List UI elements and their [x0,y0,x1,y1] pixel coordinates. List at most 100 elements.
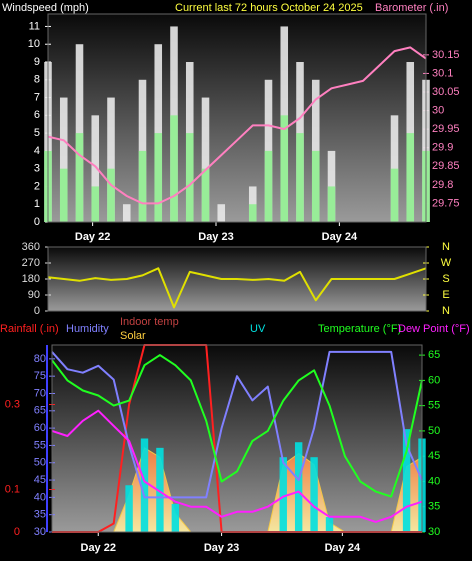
x-tick-label: Day 22 [75,231,110,243]
x-tick-label: Day 22 [81,542,116,554]
y-tick-label: 0.1 [5,483,20,495]
y2-tick-label: 30.15 [432,49,460,61]
bar [406,133,415,222]
y2-tick-label: S [442,273,449,285]
legend-entry: Temperature (°F) [318,323,401,335]
wind-label: Windspeed (mph) [2,2,89,14]
bar [156,447,164,532]
y-tick-label: 9 [34,56,40,68]
y3-tick-label: 75 [34,370,46,382]
x-tick-label: Day 23 [204,542,239,554]
y-tick-label: 5 [34,127,40,139]
y-tick-label: 8 [34,74,40,86]
y3-tick-label: 60 [34,422,46,434]
y2-tick-label: N [442,305,450,317]
bar [201,168,210,222]
legend-entry: Dew Point (°F) [398,323,470,335]
bar [154,133,163,222]
y2-tick-label: 29.8 [432,179,453,191]
y2-tick-label: 30.05 [432,86,460,98]
y-tick-label: 1 [34,198,40,210]
bar [310,457,318,532]
y2-tick-label: 50 [428,425,440,437]
y-tick-label: 6 [34,109,40,121]
y3-tick-label: 70 [34,387,46,399]
y-tick-label: 11 [29,20,40,32]
y3-tick-label: 35 [34,509,46,521]
y2-tick-label: N [442,241,450,253]
y2-tick-label: 60 [428,374,440,386]
bar [171,503,180,532]
y2-tick-label: 65 [428,349,440,361]
plot-frame [51,344,423,533]
plot-frame [47,13,427,223]
y3-tick-label: 40 [34,491,46,503]
legend-entry: Humidity [66,323,109,335]
y2-tick-label: W [441,257,452,269]
x-tick-label: Day 23 [198,231,233,243]
bar [107,168,115,222]
bar [91,115,100,222]
barometer-label: Barometer (.in) [375,2,448,14]
y3-tick-label: 30 [34,526,46,538]
bar [91,186,100,222]
y2-tick-label: 40 [428,475,440,487]
y3-tick-label: 65 [34,405,46,417]
bar [296,133,304,222]
line [47,267,427,309]
y-tick-label: 10 [28,38,40,50]
bar [185,133,194,222]
bar [294,442,303,532]
bar [140,438,149,532]
y2-tick-label: 30 [432,104,444,116]
y2-tick-label: E [442,289,449,301]
y-tick-label: 3 [34,163,40,175]
bar [390,168,399,222]
y-tick-label: 0.3 [5,398,20,410]
y-tick-label: 270 [22,257,40,269]
bar [217,204,226,222]
bar [279,457,287,532]
x-tick-label: Day 24 [322,231,358,243]
line [51,350,423,499]
line [51,409,423,523]
y3-tick-label: 50 [34,457,46,469]
bar [59,168,68,222]
bar [325,517,334,532]
y2-tick-label: 45 [428,450,440,462]
y3-tick-label: 45 [34,474,46,486]
line [51,354,423,498]
x-tick-label: Day 24 [325,542,361,554]
y-tick-label: 0 [34,305,40,317]
y2-tick-label: 29.95 [432,123,460,135]
y2-tick-label: 55 [428,400,440,412]
bar [201,97,210,222]
legend-entry: UV [250,323,266,335]
y-tick-label: 360 [22,241,40,253]
bar [311,150,320,222]
bar [59,97,68,222]
bar [122,204,131,222]
y-tick-label: 4 [34,145,40,157]
y2-tick-label: 29.9 [432,142,453,154]
y-tick-label: 0 [14,526,20,538]
y3-tick-label: 55 [34,439,46,451]
line [47,46,427,205]
bar [264,150,273,222]
y3-tick-label: 80 [34,353,46,365]
y2-tick-label: 30.1 [432,67,453,79]
plot-frame [47,246,427,312]
bar [125,485,133,532]
legend-entry: Rainfall (.in) [0,323,59,335]
chart-title: Current last 72 hours October 24 2025 [175,2,363,14]
bar [327,186,336,222]
bar [75,133,84,222]
bar [280,115,289,222]
y-tick-label: 7 [34,91,40,103]
y2-tick-label: 35 [428,501,440,513]
indoor-temp-label: Indoor temp [120,316,179,328]
bar [248,204,257,222]
plot-background [48,14,426,222]
bar [107,97,115,222]
